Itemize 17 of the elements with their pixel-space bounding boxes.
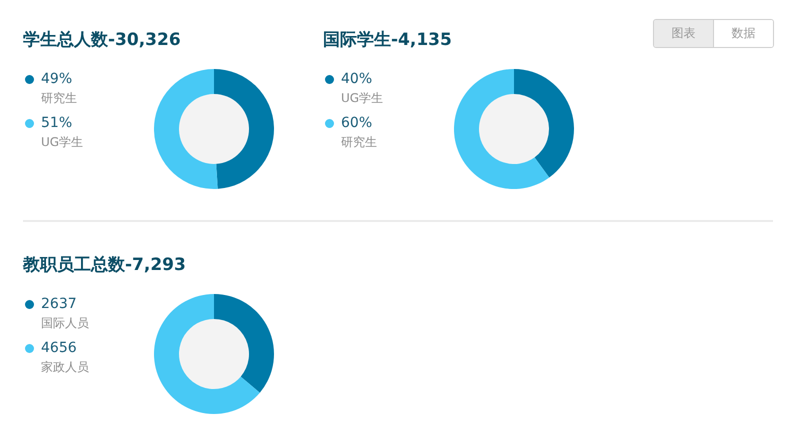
toggle-button[interactable]: 图表 — [654, 20, 713, 47]
data-label: 51% — [41, 114, 74, 133]
legend-label: 家政人员 — [41, 359, 89, 376]
data-label: 2637 — [41, 295, 78, 314]
legend-label: 国际人员 — [41, 315, 89, 332]
chart-title: 教职员工总数-7,293 — [23, 255, 186, 275]
data-label: 60% — [341, 114, 374, 133]
chart-title: 国际学生-4,135 — [323, 30, 452, 50]
data-label: 4656 — [41, 339, 78, 358]
data-label: 49% — [41, 70, 74, 89]
legend-label: 研究生 — [341, 134, 378, 151]
legend-label: UG学生 — [341, 90, 384, 107]
legend-label: UG学生 — [41, 134, 84, 151]
data-label: 40% — [341, 70, 374, 89]
legend-label: 研究生 — [41, 90, 78, 107]
toggle-button[interactable]: 数据 — [713, 20, 773, 47]
chart-title: 学生总人数-30,326 — [23, 30, 181, 50]
